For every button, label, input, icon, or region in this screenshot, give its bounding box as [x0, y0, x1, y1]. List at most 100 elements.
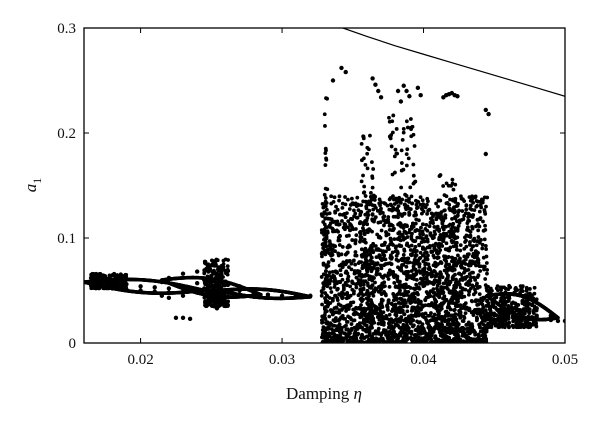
data-point — [393, 340, 398, 343]
data-point — [370, 176, 375, 180]
data-point — [436, 255, 441, 260]
data-point — [409, 194, 414, 199]
data-point — [404, 277, 409, 282]
data-point — [451, 339, 455, 343]
data-point — [358, 307, 363, 311]
data-point — [451, 318, 455, 323]
data-point — [202, 261, 207, 265]
data-point — [402, 211, 407, 216]
data-point — [483, 223, 487, 228]
data-point — [401, 83, 406, 88]
data-point — [470, 299, 475, 304]
data-point — [395, 88, 401, 94]
data-point — [350, 280, 355, 285]
data-point — [338, 280, 343, 285]
data-point — [415, 206, 419, 210]
data-point — [416, 292, 420, 297]
data-point — [330, 247, 335, 252]
data-point — [359, 253, 364, 258]
data-point — [376, 337, 381, 342]
data-point — [459, 194, 463, 199]
data-point — [413, 300, 418, 304]
data-point — [221, 262, 226, 266]
data-point — [372, 309, 377, 313]
data-point — [401, 252, 406, 257]
data-point — [501, 301, 505, 306]
data-point — [435, 340, 439, 343]
data-point — [370, 260, 375, 264]
data-point — [373, 280, 377, 285]
data-point — [373, 286, 378, 291]
data-point — [365, 291, 369, 296]
data-point — [384, 333, 388, 337]
data-point — [464, 333, 468, 338]
data-point — [393, 273, 398, 278]
data-point — [397, 317, 402, 321]
data-point — [173, 315, 179, 320]
data-point — [454, 293, 459, 298]
data-point — [327, 340, 332, 343]
data-point — [413, 210, 418, 215]
data-point — [459, 291, 464, 296]
data-point — [324, 207, 329, 212]
data-point — [213, 264, 217, 268]
data-point — [456, 299, 460, 304]
data-point — [319, 318, 324, 323]
data-point — [455, 94, 460, 99]
data-point — [471, 270, 475, 275]
data-point — [330, 331, 334, 336]
data-point — [425, 281, 430, 286]
data-point — [450, 181, 455, 186]
data-point — [337, 310, 342, 315]
data-point — [361, 173, 365, 178]
data-point — [394, 127, 399, 131]
data-point — [319, 275, 324, 279]
data-point — [390, 119, 395, 124]
data-point — [369, 308, 374, 313]
data-point — [427, 319, 432, 323]
data-point — [460, 287, 465, 292]
data-point — [404, 320, 409, 324]
data-point — [511, 319, 516, 324]
data-point — [508, 285, 513, 290]
data-point — [504, 317, 509, 321]
data-point — [475, 316, 480, 321]
data-point — [402, 249, 407, 253]
data-point — [468, 286, 473, 291]
data-point — [379, 314, 384, 319]
data-point — [338, 268, 343, 273]
data-point — [401, 258, 406, 263]
data-point — [420, 245, 425, 250]
data-point — [482, 209, 487, 214]
data-point — [442, 254, 446, 259]
data-point — [332, 285, 337, 289]
data-point — [425, 278, 430, 283]
data-point — [462, 270, 466, 275]
data-point — [180, 315, 186, 320]
data-point — [206, 297, 210, 302]
data-point — [395, 333, 400, 338]
data-point — [414, 310, 418, 315]
data-point — [502, 296, 507, 301]
data-point — [382, 340, 387, 343]
data-point — [464, 233, 469, 238]
data-point — [370, 325, 374, 330]
data-point — [392, 280, 397, 285]
data-point — [482, 237, 487, 242]
data-point — [370, 76, 375, 81]
data-point — [376, 326, 381, 331]
data-point — [90, 275, 94, 280]
data-point — [323, 299, 328, 304]
data-point — [340, 296, 345, 301]
data-point — [437, 314, 442, 318]
data-point — [363, 273, 368, 278]
data-point — [390, 130, 395, 135]
data-point — [400, 233, 404, 238]
data-point — [349, 216, 353, 221]
data-point — [445, 255, 450, 260]
data-point — [353, 227, 358, 231]
data-point — [359, 247, 364, 252]
data-point — [225, 267, 230, 272]
data-point — [101, 275, 105, 279]
data-point — [368, 320, 372, 325]
